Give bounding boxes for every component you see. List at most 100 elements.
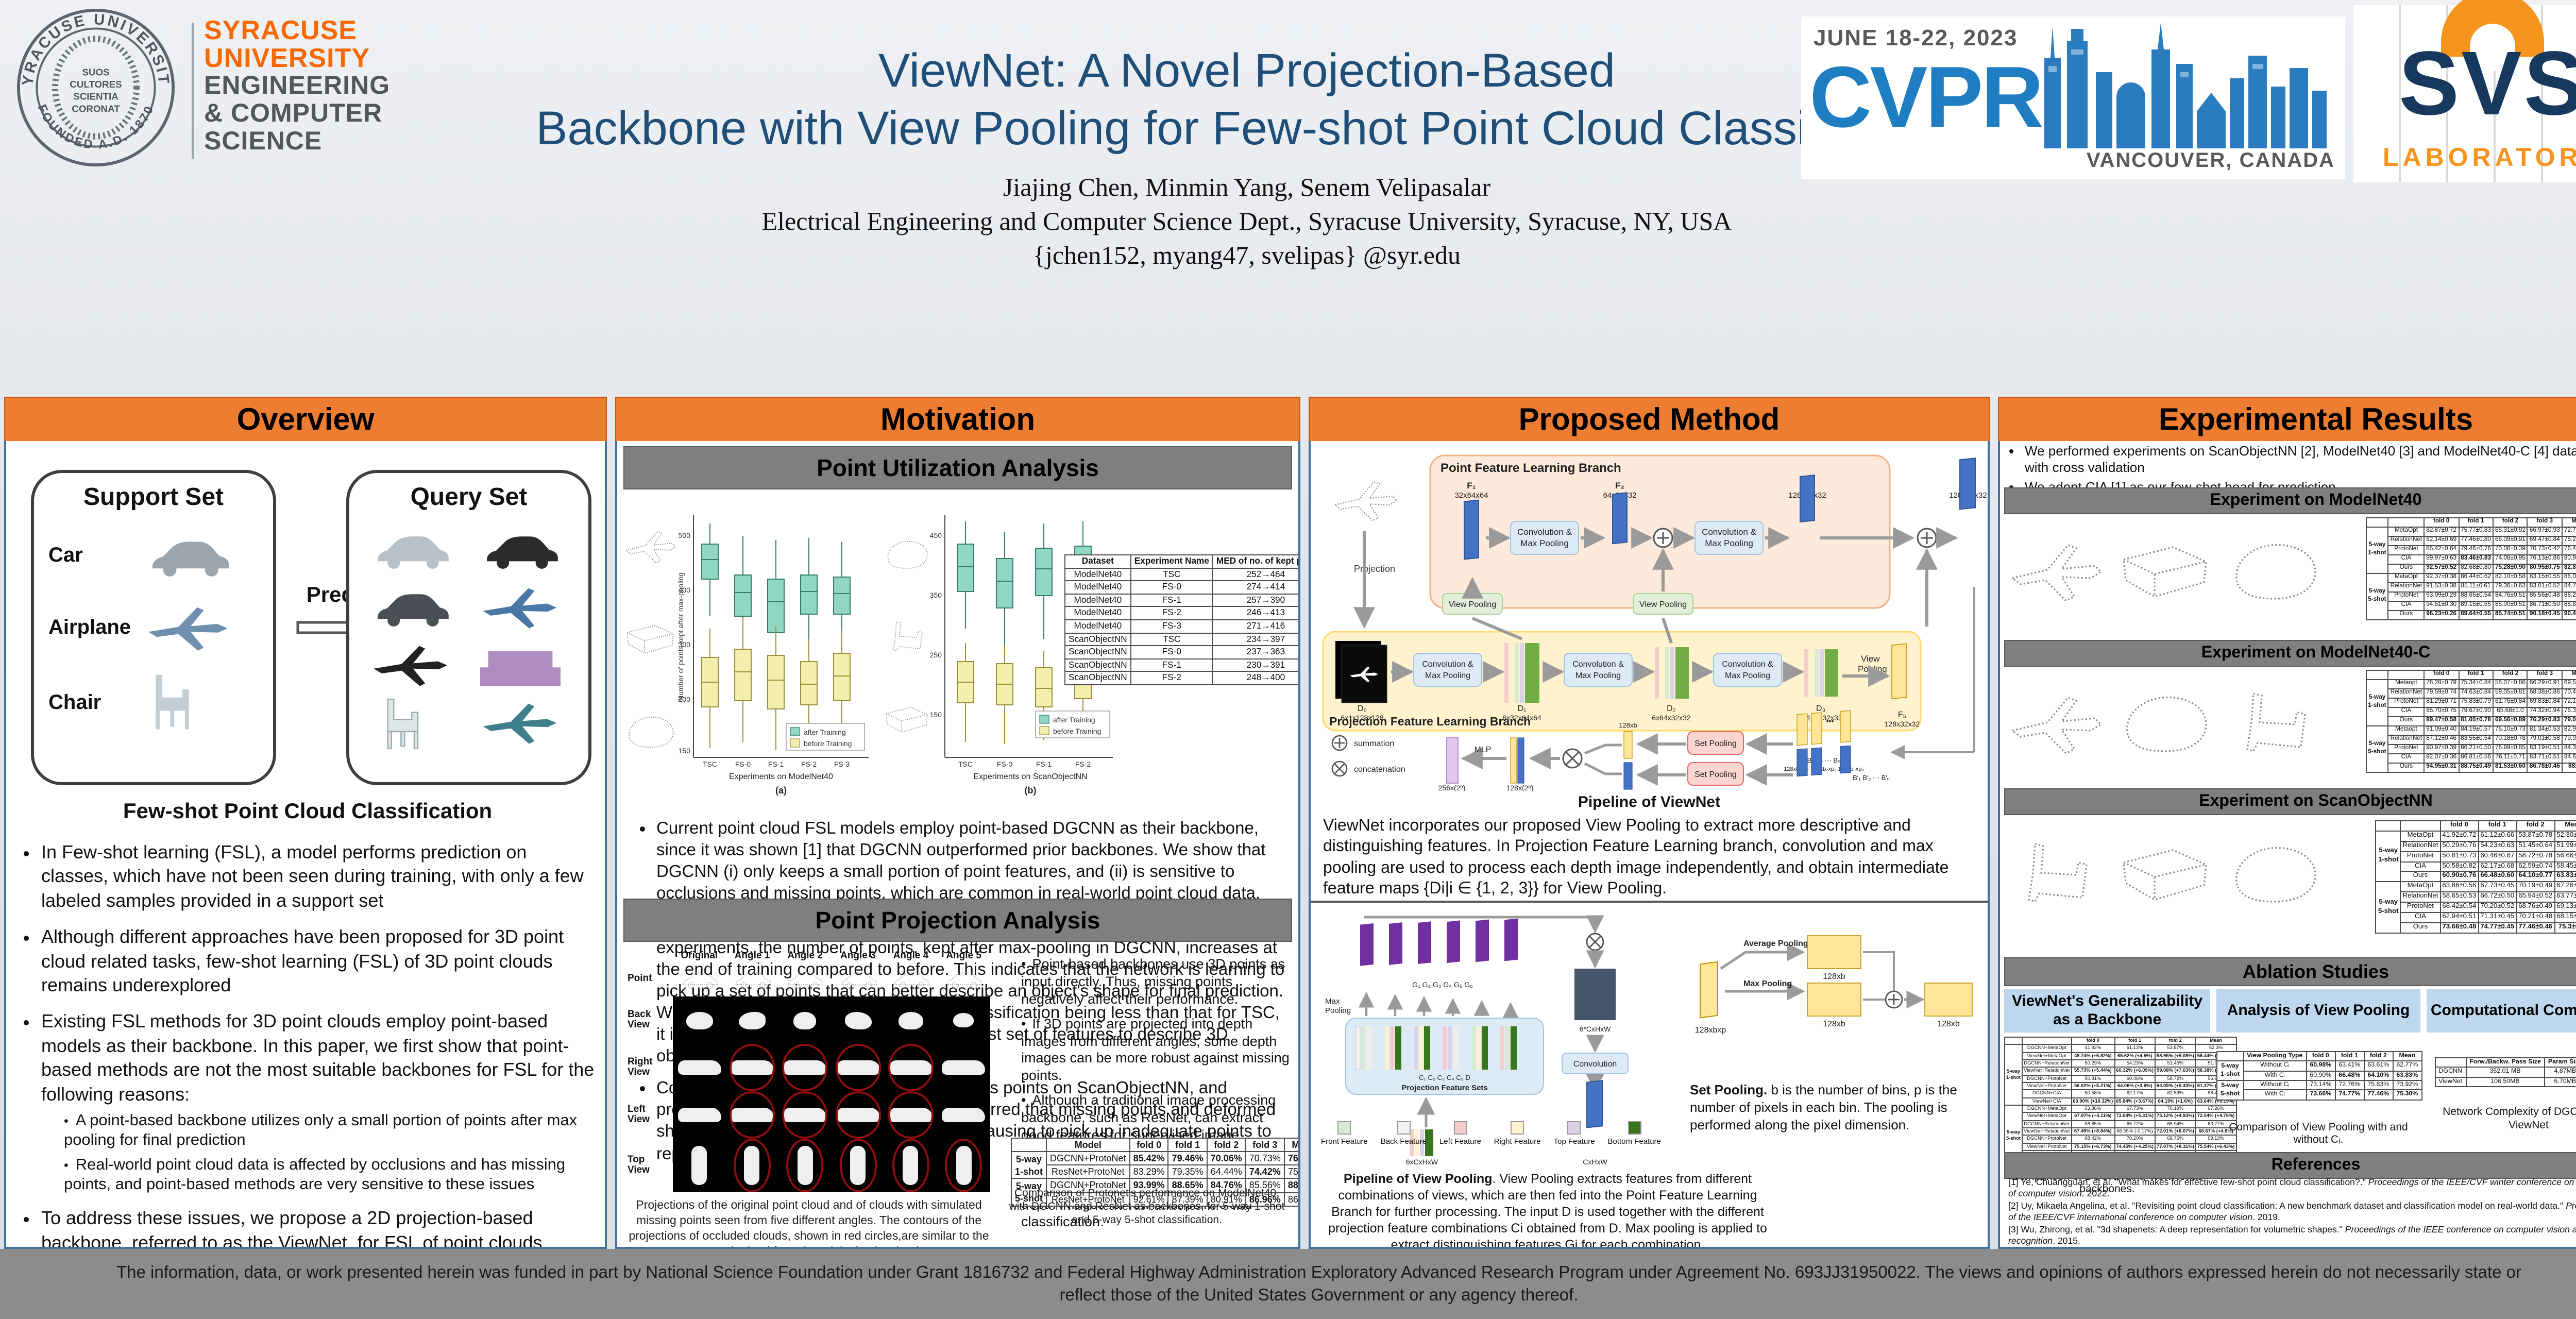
pointcloud-bed-icon: [2113, 822, 2216, 925]
table-cell: 64.06% (+3.6%): [2114, 1082, 2156, 1091]
red-circle-icon: [888, 1044, 934, 1091]
table-row: 5-way 5-shot MetaOpt 63.86±0.56 67.73±0.45 70…: [2375, 881, 2576, 934]
table-row: RelationNet 82.14±0.69 77.46±0.80 66.09±0.9…: [2366, 535, 2576, 546]
reference-item: [2] Uy, Mikaela Angelina, et al. "Revisi…: [2008, 1200, 2576, 1223]
table-cell: 83.29%: [1129, 1164, 1169, 1179]
table-cell: ViewNet+RelationNet: [2022, 1127, 2072, 1136]
overview-body: Support Set Car Airplane Chair: [4, 441, 607, 1249]
table-cell: 72.18±0.80: [2561, 697, 2576, 708]
table-cell: 68.67% (+4.9%): [2195, 1127, 2237, 1136]
table-header-cell: MED of no. of kept pnts: [1212, 554, 1298, 569]
table-cell: 84.34±0.51: [2561, 743, 2576, 754]
red-circle-icon: [835, 1091, 881, 1139]
col-header: Original: [681, 950, 718, 961]
table-cell: ModelNet40: [1064, 567, 1131, 582]
complexity-caption: Network Complexity of DGCNN and ViewNet: [2443, 1106, 2576, 1131]
table-cell: 5-way 1-shot: [2365, 526, 2389, 574]
svg-text:concatenation: concatenation: [1354, 765, 1405, 774]
table-header-cell: Mean: [2561, 517, 2576, 528]
svg-text:before Training: before Training: [804, 739, 852, 748]
table-cell: 60.90% (+10.32%): [2071, 1097, 2115, 1106]
point-utilization-table: Dataset Experiment Name MED of no. of kept…: [1064, 554, 1298, 685]
figure-caption: Few-shot Point Cloud Classification: [123, 800, 493, 823]
table-cell: 70.19%: [2154, 1105, 2196, 1113]
table-cell: 62.59%: [2154, 1089, 2196, 1098]
table-cell: 58.45±0.75: [2554, 861, 2576, 872]
fewshot-task-figure: Support Set Car Airplane Chair: [6, 449, 605, 791]
svs-name: SVS: [2398, 32, 2576, 134]
table-cell: ModelNet40: [1064, 619, 1131, 634]
svg-text:G₁ G₂ G₃ G₄ G₅: G₁ G₂ G₃ G₄ G₅ G₆: [1412, 980, 1473, 989]
table-cell: 230→391: [1212, 658, 1298, 672]
table-cell: 246→413: [1212, 606, 1298, 620]
svg-text:Convolution &: Convolution &: [1572, 660, 1624, 669]
poster-header: SYRACUSE UNIVERSITY FOUNDED A.D. 1870 SU…: [0, 0, 2576, 395]
table-cell: 81.34±0.53: [2527, 725, 2563, 736]
query-set-title: Query Set: [410, 483, 528, 511]
table-row: ViewNet+CIA 60.90% (+10.32%) 65.84% (+3.67…: [2005, 1097, 2237, 1106]
table-cell: Without Cᵢ: [2243, 1060, 2307, 1072]
col-header: Angle 4: [893, 950, 929, 961]
table-cell: 92.07±0.36: [2424, 753, 2460, 764]
svg-text:CxHxW: CxHxW: [1583, 1158, 1607, 1166]
svg-text:Set Pooling: Set Pooling: [1694, 770, 1737, 779]
row-header: Top View: [628, 1154, 650, 1176]
table-header-cell: fold 1: [2334, 1051, 2365, 1062]
table-cell: ProtoNet: [2400, 851, 2441, 863]
table-cell: 88.75±0.49: [2458, 762, 2494, 773]
svg-text:•••: •••: [1826, 717, 1834, 725]
projection-figure: Original Angle 1 Angle 2 Angle 3 Angle 4…: [628, 950, 990, 1247]
ablation-col3-title: Computational Complexity: [2427, 989, 2576, 1033]
subsection-point-projection: Point Projection Analysis: [623, 899, 1292, 942]
svg-text:D₁: D₁: [1518, 704, 1527, 713]
table-cell: 79.09±0.78: [2561, 716, 2576, 726]
table-cell: 80.95±0.75: [2527, 563, 2563, 574]
table-cell: 5-way 5-shot: [2375, 881, 2401, 934]
svg-text:200: 200: [679, 695, 691, 703]
table-header-cell: fold 0: [2071, 1036, 2115, 1045]
wordmark-line: UNIVERSITY: [204, 42, 370, 73]
table-cell: 74.45% (+4.25%): [2114, 1142, 2156, 1152]
table-cell: 86.44±0.62: [2458, 572, 2494, 583]
svg-text:Max Pooling: Max Pooling: [1425, 671, 1470, 680]
reference-item: [1] Ye, Chuangguan, et al. "What makes f…: [2008, 1177, 2576, 1199]
table-cell: RelationNet: [2387, 535, 2425, 546]
svg-text:FS-0: FS-0: [997, 760, 1013, 768]
cvpr-name: CVPR: [1809, 48, 2044, 145]
table-cell: 67.73±0.45: [2478, 881, 2517, 893]
table-cell: 75.23±0.81: [2561, 535, 2576, 546]
table-cell: ModelNet40: [1064, 606, 1131, 620]
svg-text:Convolution &: Convolution &: [1517, 527, 1572, 537]
table-cell: 74.42%: [1245, 1164, 1285, 1179]
table-cell: 92.57±0.52: [2424, 563, 2460, 574]
svg-text:CULTORES: CULTORES: [70, 79, 122, 90]
table-cell: With Cᵢ: [2243, 1070, 2307, 1081]
table-cell: 5-way 5-shot: [2365, 572, 2389, 620]
table-row: DGCNN+RelationNet 58.65% 66.72% 65.94% 63.77…: [2005, 1120, 2237, 1129]
svg-text:FS-1: FS-1: [1036, 760, 1052, 768]
svg-text:FS-2: FS-2: [1075, 760, 1091, 768]
table-cell: 83.15±0.55: [2527, 572, 2563, 583]
table-header-cell: fold 0: [1129, 1137, 1169, 1153]
table-cell: 88±0.47: [2561, 762, 2576, 773]
table-cell: 75.15% (+6.73%): [2071, 1142, 2115, 1152]
table-cell: 83.19±0.51: [2527, 743, 2563, 754]
projection-row-left: Left View: [628, 1091, 990, 1139]
backbone-ablation-table: fold 0 fold 1 fold 2 Mean 5-way 1-shot DGCNN+M…: [2004, 1036, 2237, 1166]
table-cell: 52.30±0.72: [2554, 830, 2576, 842]
table-header-cell: fold 2: [2516, 820, 2555, 832]
table-cell: 56.02% (+5.21%): [2071, 1082, 2115, 1091]
table-header-cell: View Pooling Type: [2243, 1051, 2307, 1062]
svg-text:summation: summation: [1354, 739, 1394, 748]
table-cell: ViewNet+MetaOpt: [2022, 1052, 2072, 1061]
table-cell: ResNet+ProtoNet: [1046, 1164, 1130, 1179]
support-row-airplane: Airplane: [48, 599, 273, 656]
table-cell: 66.48±0.60: [2478, 871, 2517, 883]
support-set-title: Support Set: [83, 483, 224, 511]
